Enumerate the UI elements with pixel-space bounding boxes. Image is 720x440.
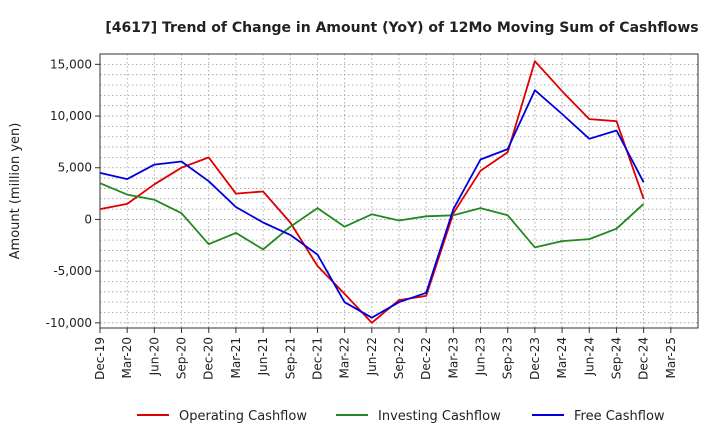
legend-label: Investing Cashflow xyxy=(378,409,501,424)
x-tick-label: Dec-22 xyxy=(419,337,433,380)
legend-label: Free Cashflow xyxy=(574,409,665,424)
x-tick-label: Sep-22 xyxy=(392,337,406,379)
y-tick-label: 0 xyxy=(84,212,92,226)
x-tick-label: Mar-23 xyxy=(446,337,460,378)
x-tick-label: Mar-21 xyxy=(229,337,243,378)
x-tick-label: Dec-24 xyxy=(637,337,651,380)
x-axis: Dec-19 Mar-20 Jun-20 Sep-20 Dec-20 Mar-21 Jun-… xyxy=(93,328,678,380)
x-tick-label: Sep-24 xyxy=(609,337,623,379)
chart-title: [4617] Trend of Change in Amount (YoY) o… xyxy=(105,20,698,36)
x-tick-label: Mar-25 xyxy=(664,337,678,378)
series-line-free-cashflow xyxy=(99,89,645,319)
y-tick-label: 10,000 xyxy=(50,109,92,123)
x-tick-label: Dec-21 xyxy=(310,337,324,380)
x-tick-label: Jun-24 xyxy=(582,337,596,376)
y-axis-label: Amount (million yen) xyxy=(8,123,23,260)
y-tick-label: 5,000 xyxy=(58,161,92,175)
grid-layer xyxy=(100,54,699,328)
y-tick-label: -10,000 xyxy=(46,316,92,330)
x-tick-label: Dec-19 xyxy=(93,337,107,380)
legend-label: Operating Cashflow xyxy=(179,409,307,424)
legend: Operating Cashflow Investing Cashflow Free… xyxy=(137,409,665,424)
y-tick-label: 15,000 xyxy=(50,57,92,71)
x-tick-label: Mar-20 xyxy=(120,337,134,378)
y-tick-label: -5,000 xyxy=(53,264,92,278)
x-tick-label: Sep-21 xyxy=(283,337,297,379)
series-line-investing-cashflow xyxy=(99,182,645,251)
x-tick-label: Mar-24 xyxy=(555,337,569,378)
x-tick-label: Mar-22 xyxy=(338,337,352,378)
x-tick-label: Sep-23 xyxy=(501,337,515,379)
x-tick-label: Dec-20 xyxy=(202,337,216,380)
x-tick-label: Jun-20 xyxy=(147,337,161,376)
x-tick-label: Jun-22 xyxy=(365,337,379,376)
x-tick-label: Sep-20 xyxy=(175,337,189,379)
y-axis: 15,000 10,000 5,000 0 -5,000 -10,000 xyxy=(46,57,100,330)
x-tick-label: Jun-21 xyxy=(256,337,270,376)
series-layer xyxy=(99,60,645,324)
series-line-operating-cashflow xyxy=(99,60,645,324)
x-tick-label: Dec-23 xyxy=(528,337,542,380)
x-tick-label: Jun-23 xyxy=(474,337,488,376)
